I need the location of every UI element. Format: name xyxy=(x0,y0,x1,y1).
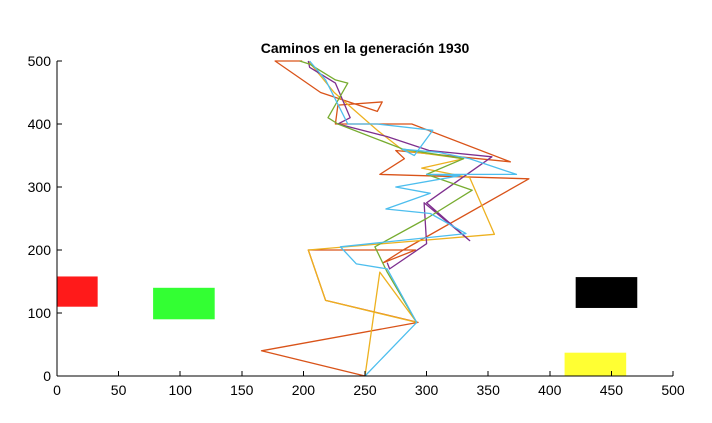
x-tick-label: 100 xyxy=(169,382,193,398)
y-tick-label: 200 xyxy=(28,242,52,258)
y-tick-label: 100 xyxy=(28,305,52,321)
series-layer xyxy=(260,60,530,377)
x-tick-label: 300 xyxy=(415,382,439,398)
path-series-3 xyxy=(307,60,493,270)
path-series-5 xyxy=(309,60,518,377)
chart-title: Caminos en la generación 1930 xyxy=(261,40,470,56)
x-tick-label: 250 xyxy=(353,382,377,398)
obstacle-rect-2 xyxy=(153,287,215,320)
y-tick-label: 500 xyxy=(28,53,52,69)
x-tick-label: 0 xyxy=(53,382,61,398)
obstacles-layer xyxy=(57,276,638,376)
x-tick-label: 450 xyxy=(600,382,624,398)
x-tick-label: 150 xyxy=(230,382,254,398)
y-tick-label: 300 xyxy=(28,179,52,195)
obstacle-rect-4 xyxy=(564,352,627,376)
x-tick-label: 200 xyxy=(292,382,316,398)
x-tick-label: 50 xyxy=(111,382,127,398)
obstacle-rect-1 xyxy=(57,276,98,307)
x-tick-label: 500 xyxy=(661,382,685,398)
axes-layer: 0 50 100 150 200 250 300 350 400 450 500 0 100 200 300… xyxy=(28,53,685,398)
y-tick-label: 400 xyxy=(28,116,52,132)
x-tick-label: 350 xyxy=(477,382,501,398)
y-tick-label: 0 xyxy=(43,368,51,384)
obstacle-rect-3 xyxy=(575,277,638,308)
x-tick-label: 400 xyxy=(538,382,562,398)
